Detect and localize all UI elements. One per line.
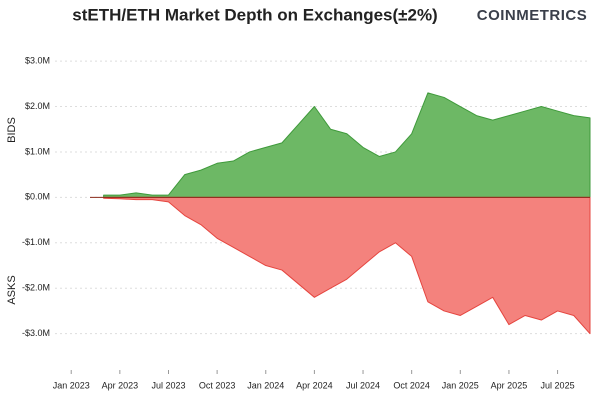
area-0 — [103, 92, 591, 198]
x-tick-label: Jan 2023 — [53, 380, 90, 390]
x-tick-label: Jul 2025 — [541, 380, 575, 390]
x-tick-label: Jul 2023 — [151, 380, 185, 390]
y-tick-label: $1.0M — [25, 146, 50, 156]
y-tick-label: $3.0M — [25, 55, 50, 65]
x-tick-label: Oct 2024 — [393, 380, 430, 390]
y-tick-label: $2.0M — [25, 101, 50, 111]
x-tick-label: Jan 2025 — [442, 380, 479, 390]
x-tick-label: Jul 2024 — [346, 380, 380, 390]
y-label-asks: ASKS — [6, 275, 18, 304]
x-tick-label: Apr 2025 — [491, 380, 528, 390]
x-tick-label: Oct 2023 — [199, 380, 236, 390]
y-tick-label: -$1.0M — [22, 237, 50, 247]
area-1 — [103, 196, 591, 335]
y-label-bids: BIDS — [6, 117, 18, 143]
x-tick-label: Apr 2023 — [102, 380, 139, 390]
y-tick-label: -$2.0M — [22, 283, 50, 293]
chart-title: stETH/ETH Market Depth on Exchanges(±2%) — [72, 5, 437, 24]
y-tick-label: $0.0M — [25, 192, 50, 202]
y-tick-label: -$3.0M — [22, 328, 50, 338]
x-tick-label: Jan 2024 — [247, 380, 284, 390]
brand-logo: COINMETRICS — [477, 7, 588, 24]
x-tick-label: Apr 2024 — [296, 380, 333, 390]
